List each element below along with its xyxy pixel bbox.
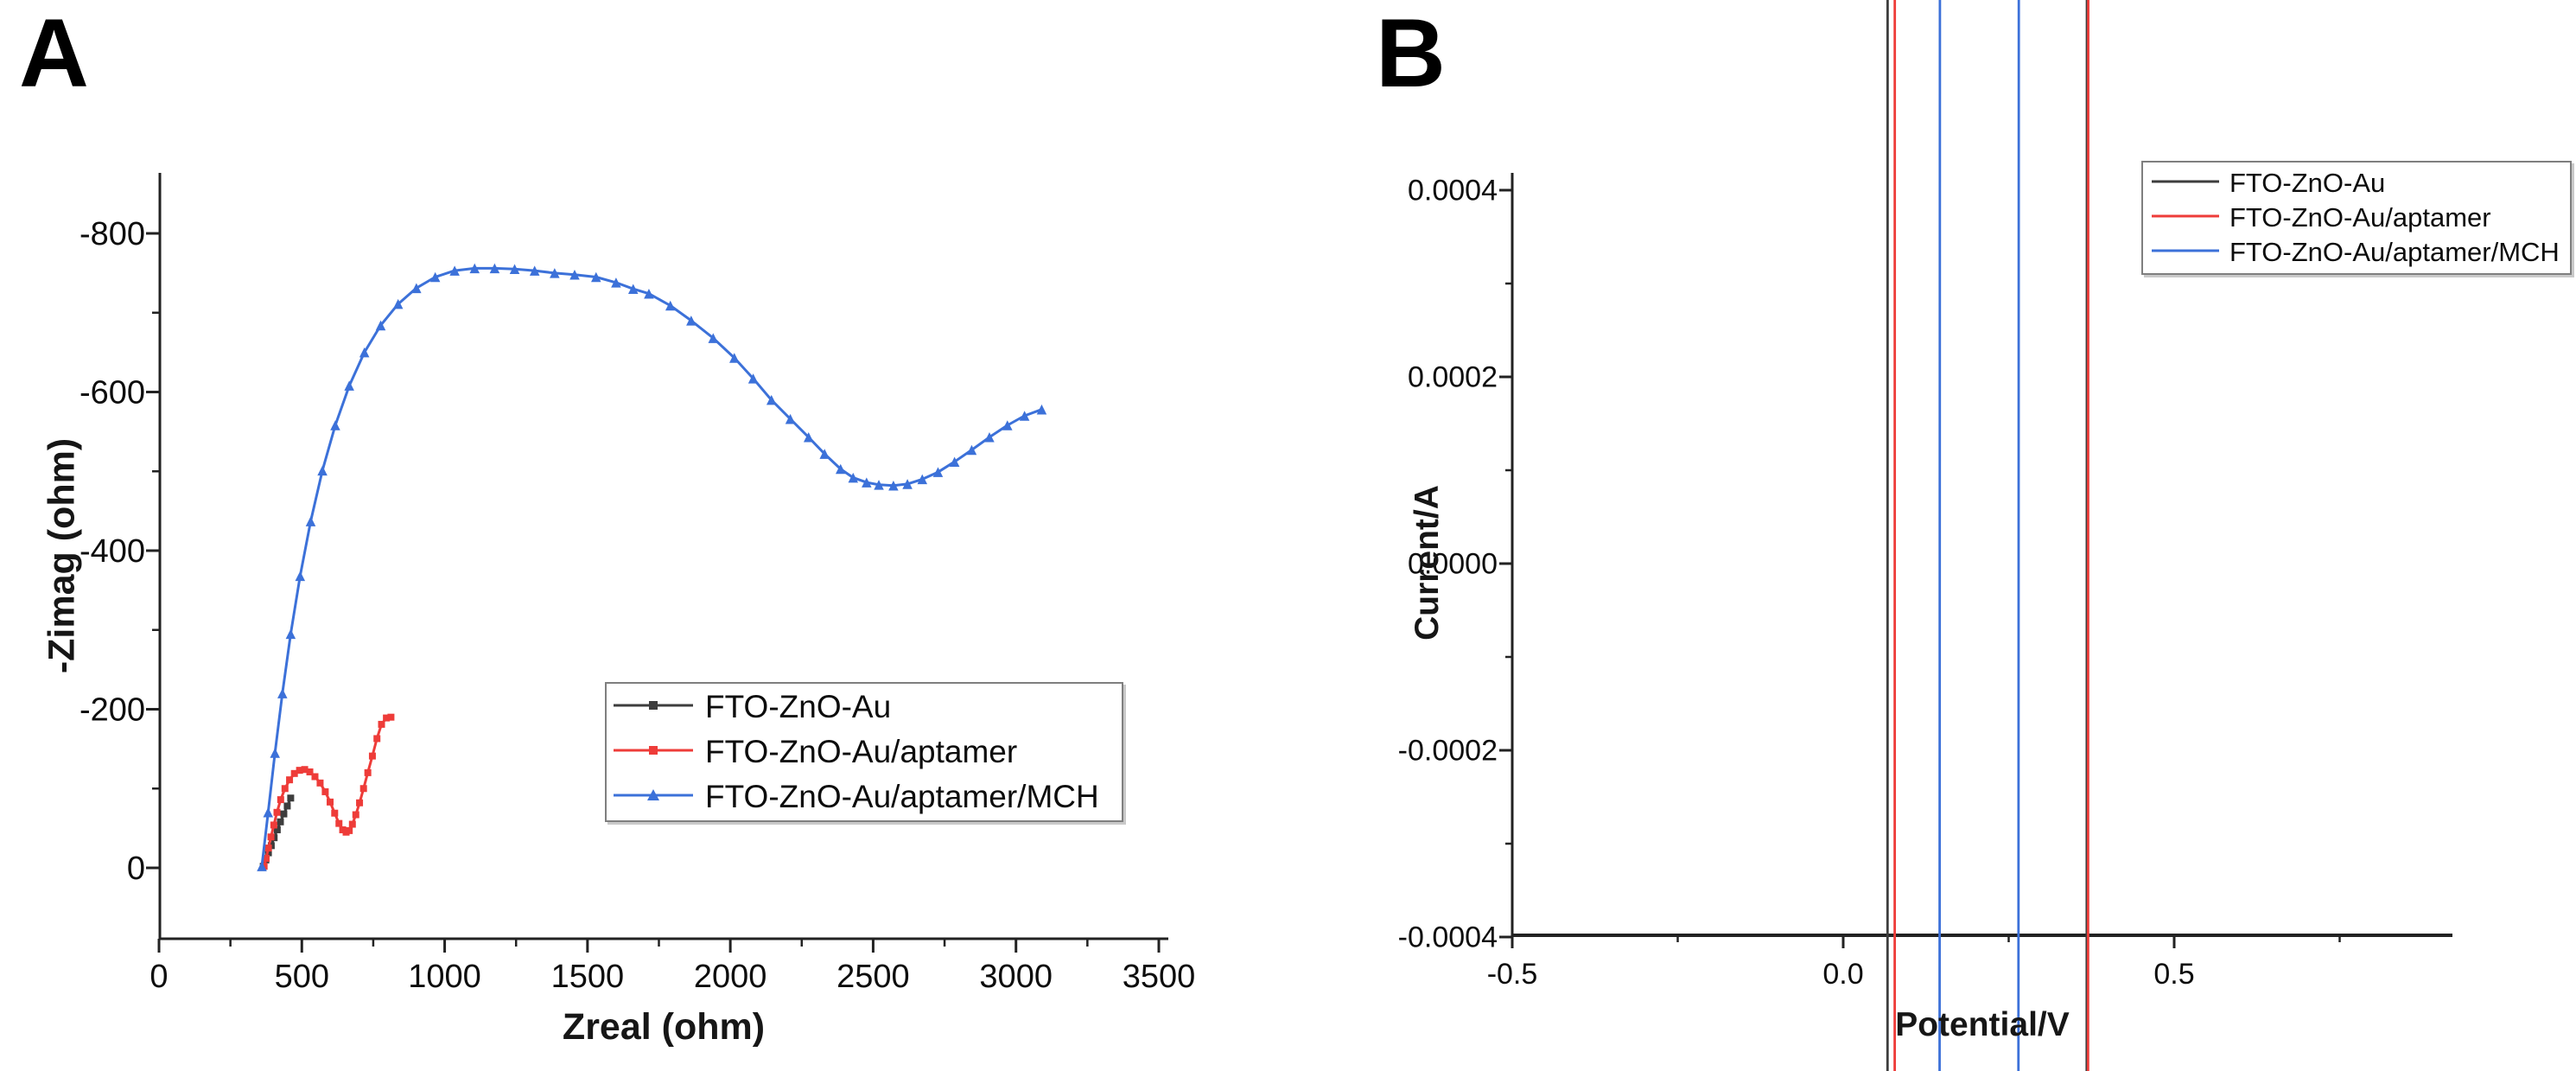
panel-a-plot: 0 500 1000 1500 2000 2500 3000 3500 0 -200 -400 -60… <box>80 173 1195 995</box>
panel-a-x-tick-label: 1500 <box>551 959 625 995</box>
panel-a-x-axis-label: Zreal (ohm) <box>562 1006 766 1048</box>
legend-sample-glyph <box>2152 249 2219 252</box>
legend-b-row-1: FTO-ZnO-Au/aptamer <box>2143 201 2570 235</box>
panel-b-x-axis-label: Potential/V <box>1895 1006 2070 1043</box>
panel-a-x-tick-label: 500 <box>275 959 329 995</box>
panel-a-letter: A <box>19 0 89 107</box>
panel-a-x-tick-label: 1000 <box>408 959 481 995</box>
panel-a-x-tick-label: 3500 <box>1123 959 1196 995</box>
panel-b-letter: B <box>1376 0 1446 107</box>
panel-a-series-fto-zno-au-aptamer-mch <box>257 263 1047 871</box>
panel-a-series-fto-zno-au-aptamer <box>260 713 395 870</box>
legend-sample-glyph <box>614 700 693 710</box>
legend-b-row-2: FTO-ZnO-Au/aptamer/MCH <box>2143 235 2570 270</box>
legend-a-row-0: FTO-ZnO-Au <box>607 685 1122 730</box>
panel-a-y-axis-label: -Zimag (ohm) <box>41 437 83 674</box>
panel-b-y-tick-label: -0.0002 <box>1398 735 1498 768</box>
legend-a-line-sample-2 <box>614 786 693 809</box>
legend-b-line-sample-0 <box>2152 172 2219 195</box>
panel-a-x-tick-label: 3000 <box>979 959 1053 995</box>
panel-b-y-tick-label: -0.0004 <box>1398 921 1498 954</box>
legend-a-label-0: FTO-ZnO-Au <box>705 689 892 724</box>
panel-a-legend: FTO-ZnO-Au FTO-ZnO-Au/aptamer FTO-ZnO-Au… <box>605 682 1123 822</box>
legend-b-label-2: FTO-ZnO-Au/aptamer/MCH <box>2229 237 2560 267</box>
legend-b-line-sample-1 <box>2152 207 2219 230</box>
legend-sample-glyph <box>2152 214 2219 217</box>
panel-a-y-tick-label: -800 <box>80 216 145 252</box>
panel-a-x-tick-label: 0 <box>149 959 168 995</box>
panel-a-y-tick-label: -600 <box>80 374 145 411</box>
panel-b-x-tick-label: 0.5 <box>2153 958 2194 991</box>
panel-a-y-tick-label: -400 <box>80 533 145 570</box>
panel-a-x-ticks: 0 500 1000 1500 2000 2500 3000 3500 <box>149 939 1195 995</box>
legend-a-line-sample-1 <box>614 741 693 764</box>
panel-b-x-tick-label: 0.0 <box>1822 958 1863 991</box>
panel-b-y-tick-label: 0.0004 <box>1408 175 1498 207</box>
legend-b-label-0: FTO-ZnO-Au <box>2229 168 2386 198</box>
legend-a-label-1: FTO-ZnO-Au/aptamer <box>705 734 1018 769</box>
panel-b-y-axis-label: Current/A <box>1409 485 1446 641</box>
panel-a-x-tick-label: 2000 <box>694 959 767 995</box>
panel-b-plot: -0.5 0.0 0.5 0.0004 0.0002 0.0000 -0.0002 -0.00… <box>1398 0 2452 1071</box>
legend-a-line-sample-0 <box>614 696 693 719</box>
panel-b-y-ticks: 0.0004 0.0002 0.0000 -0.0002 -0.0004 <box>1398 175 1512 954</box>
legend-sample-glyph <box>614 745 693 755</box>
legend-b-label-1: FTO-ZnO-Au/aptamer <box>2229 202 2491 233</box>
legend-sample-glyph <box>614 788 693 800</box>
legend-sample-glyph <box>2152 180 2219 182</box>
panel-a-y-tick-label: 0 <box>127 851 145 887</box>
panel-a-x-tick-label: 2500 <box>836 959 910 995</box>
panel-b-legend: FTO-ZnO-Au FTO-ZnO-Au/aptamer FTO-ZnO-Au… <box>2141 161 2572 275</box>
panel-a-y-tick-label: -200 <box>80 692 145 728</box>
legend-a-row-2: FTO-ZnO-Au/aptamer/MCH <box>607 775 1122 819</box>
panel-a-y-ticks: 0 -200 -400 -600 -800 <box>80 216 160 887</box>
legend-a-label-2: FTO-ZnO-Au/aptamer/MCH <box>705 779 1099 814</box>
legend-a-row-1: FTO-ZnO-Au/aptamer <box>607 730 1122 775</box>
panel-b-y-tick-label: 0.0000 <box>1408 548 1498 581</box>
panel-b-x-ticks: -0.5 0.0 0.5 <box>1487 935 2341 991</box>
panel-b-x-tick-label: -0.5 <box>1487 958 1538 991</box>
legend-b-row-0: FTO-ZnO-Au <box>2143 166 2570 201</box>
panel-b-y-tick-label: 0.0002 <box>1408 361 1498 394</box>
legend-b-line-sample-2 <box>2152 241 2219 265</box>
